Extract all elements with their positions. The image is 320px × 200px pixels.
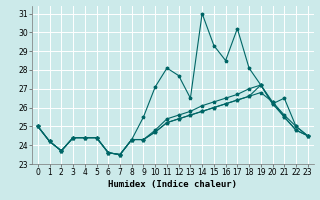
X-axis label: Humidex (Indice chaleur): Humidex (Indice chaleur) bbox=[108, 180, 237, 189]
